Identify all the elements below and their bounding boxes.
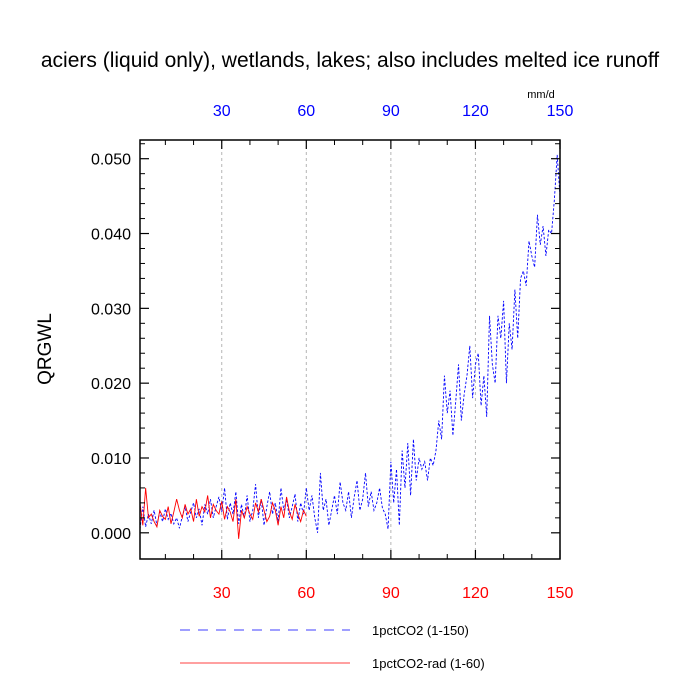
x-tick-label-top-2: 90 <box>382 103 400 120</box>
chart-title: aciers (liquid only), wetlands, lakes; a… <box>41 49 659 72</box>
series-line-1pctco2 <box>139 154 561 533</box>
y-axis: 0.000 0.010 0.020 0.030 0.040 0.050 <box>91 143 560 543</box>
x-tick-label-bottom-2: 90 <box>382 585 400 602</box>
x-tick-label-bottom-0: 30 <box>213 585 231 602</box>
series-line-1pctco2-rad <box>139 487 307 539</box>
x-tick-label-bottom-3: 120 <box>462 585 489 602</box>
y-tick-label-3: 0.030 <box>91 301 131 318</box>
plot-area <box>139 154 561 539</box>
legend-label-1pctco2: 1pctCO2 (1-150) <box>372 623 469 638</box>
y-tick-label-4: 0.040 <box>91 227 131 244</box>
x-axis-top: 30 60 90 120 150 <box>164 103 574 149</box>
x-axis-bottom: 30 60 90 120 150 <box>164 550 574 602</box>
y-tick-label-0: 0.000 <box>91 526 131 543</box>
y-axis-label: QRGWL <box>35 313 56 385</box>
x-tick-label-bottom-4: 150 <box>547 585 574 602</box>
x-tick-label-top-3: 120 <box>462 103 489 120</box>
x-tick-label-top-0: 30 <box>213 103 231 120</box>
x-tick-label-top-1: 60 <box>297 103 315 120</box>
legend: 1pctCO2 (1-150) 1pctCO2-rad (1-60) <box>180 623 485 671</box>
y-tick-label-1: 0.010 <box>91 451 131 468</box>
plot-frame <box>139 139 561 560</box>
legend-label-1pctco2-rad: 1pctCO2-rad (1-60) <box>372 656 485 671</box>
units-label: mm/d <box>527 89 555 101</box>
grid <box>221 140 561 559</box>
x-tick-label-bottom-1: 60 <box>297 585 315 602</box>
x-tick-label-top-4: 150 <box>547 103 574 120</box>
y-tick-label-2: 0.020 <box>91 376 131 393</box>
y-tick-label-5: 0.050 <box>91 152 131 169</box>
